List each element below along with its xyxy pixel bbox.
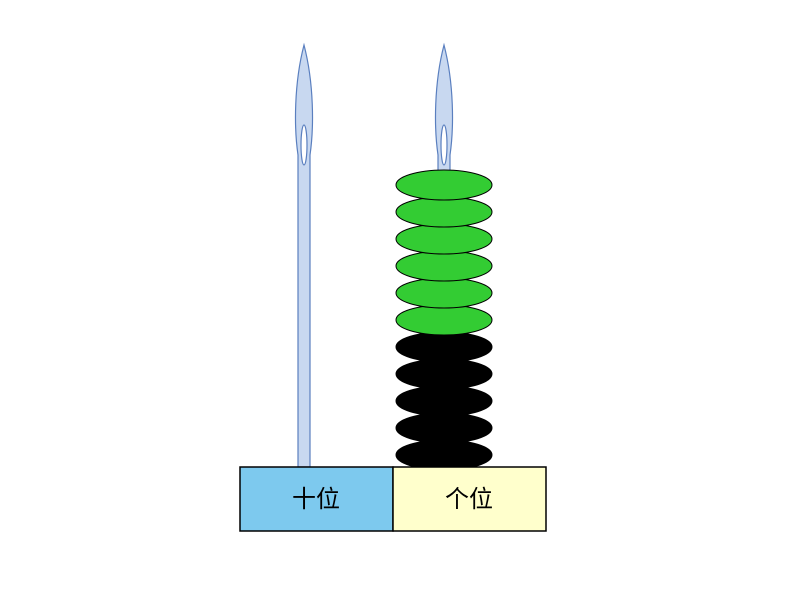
rod-tens [296, 45, 313, 467]
bead-ones-8 [396, 224, 492, 254]
label-ones: 个位 [445, 486, 493, 513]
bead-ones-3 [396, 359, 492, 389]
label-tens: 十位 [292, 486, 340, 513]
bead-ones-4 [396, 332, 492, 362]
bead-ones-6 [396, 278, 492, 308]
bead-ones-7 [396, 251, 492, 281]
bead-ones-10 [396, 170, 492, 200]
bead-ones-2 [396, 386, 492, 416]
bead-ones-5 [396, 305, 492, 335]
rod-ones-eye [441, 125, 447, 165]
bead-ones-9 [396, 197, 492, 227]
bead-ones-0 [396, 440, 492, 470]
abacus-diagram: 十位 个位 [0, 0, 794, 596]
rod-tens-eye [301, 125, 307, 165]
bead-ones-1 [396, 413, 492, 443]
